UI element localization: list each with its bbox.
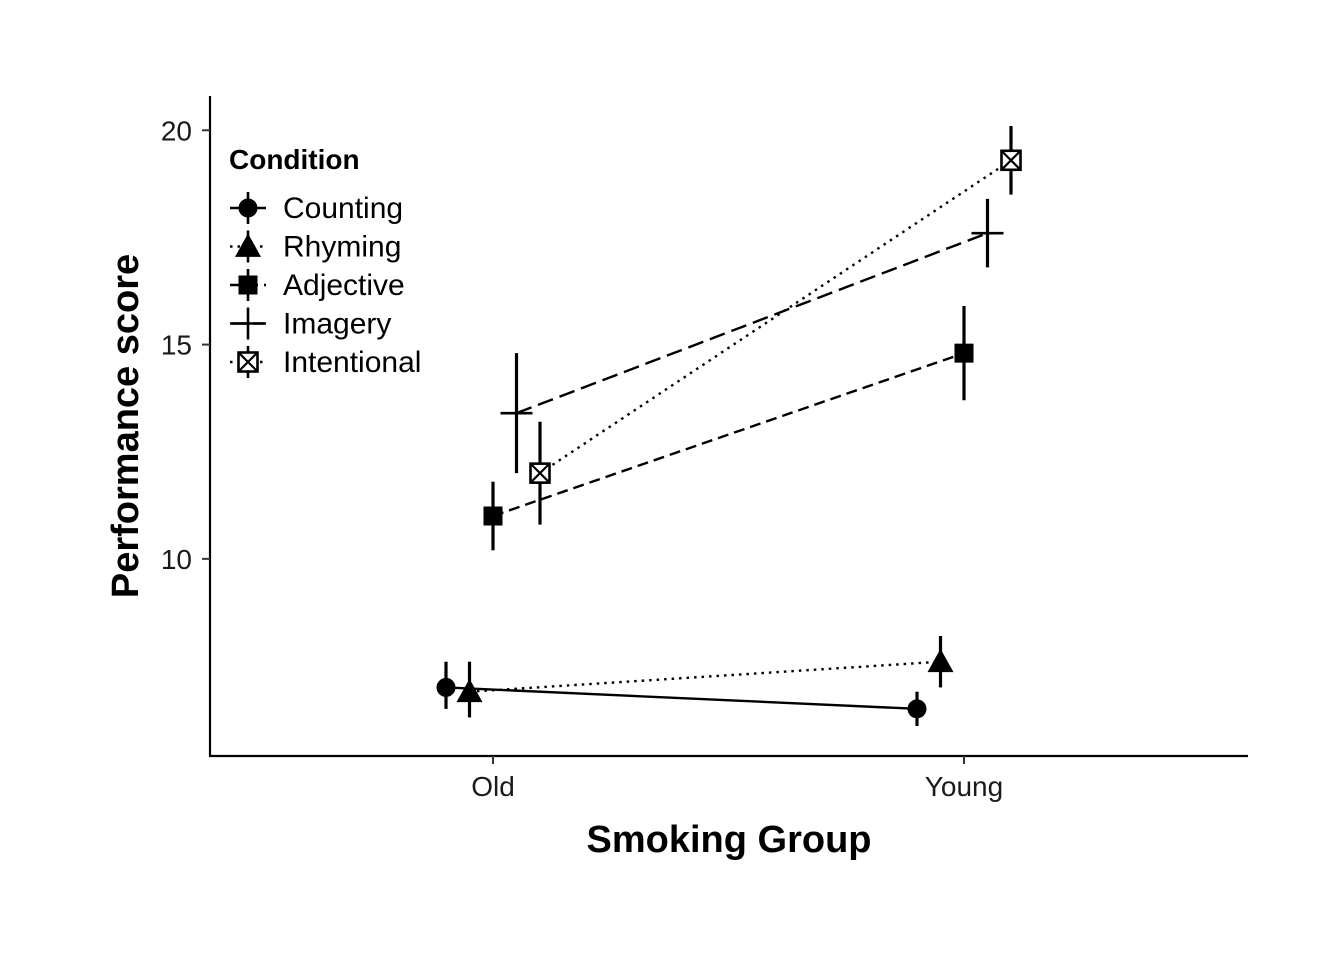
point-adjective-old xyxy=(483,506,503,526)
legend-item-imagery: Imagery xyxy=(230,307,391,341)
point-counting-old xyxy=(436,677,456,697)
series-rhyming xyxy=(456,636,954,718)
point-counting-young xyxy=(907,699,927,719)
series-counting xyxy=(436,661,927,726)
series-line-adjective xyxy=(492,352,965,518)
y-tick-label-15: 15 xyxy=(161,330,192,361)
y-tick-label-20: 20 xyxy=(161,115,192,146)
legend-item-adjective: Adjective xyxy=(230,269,405,302)
legend-label-intentional: Intentional xyxy=(283,346,421,379)
point-imagery-young xyxy=(971,217,1004,250)
y-axis-title: Performance score xyxy=(105,254,147,598)
series-line-rhyming xyxy=(469,660,941,693)
x-tick-label-old: Old xyxy=(471,771,515,802)
legend-marker-adjective xyxy=(238,275,258,295)
series-adjective xyxy=(483,306,974,551)
tick-layer: 10 15 20 Old Young xyxy=(161,115,1003,802)
legend-label-counting: Counting xyxy=(283,192,403,225)
legend-item-intentional: Intentional xyxy=(230,346,421,379)
y-tick-label-10: 10 xyxy=(161,544,192,575)
legend-marker-imagery xyxy=(232,307,264,340)
point-rhyming-young xyxy=(927,648,954,673)
point-adjective-young xyxy=(954,343,974,363)
point-intentional-young-d2 xyxy=(1000,150,1022,171)
series-line-intentional xyxy=(539,159,1012,475)
legend-marker-counting xyxy=(238,198,258,218)
series-line-counting xyxy=(445,686,918,711)
legend-marker-intentional xyxy=(237,351,259,373)
point-intentional-old xyxy=(529,462,551,484)
point-intentional-young xyxy=(1000,149,1022,172)
point-intentional-old-d2 xyxy=(529,462,551,484)
x-tick-label-young: Young xyxy=(925,771,1003,802)
point-rhyming-old xyxy=(456,678,483,703)
series-imagery xyxy=(500,198,1004,474)
axes-layer xyxy=(208,96,1248,758)
legend-items: Counting Rhyming Adjective Imagery Intention… xyxy=(230,192,421,379)
series-line-imagery xyxy=(516,232,988,415)
legend-title: Condition xyxy=(229,144,360,175)
x-axis-title: Smoking Group xyxy=(587,819,872,861)
series-intentional xyxy=(529,126,1022,525)
legend-item-rhyming: Rhyming xyxy=(230,230,401,264)
legend-marker-rhyming xyxy=(235,233,261,257)
legend: Condition Counting Rhyming Adjective Imager… xyxy=(229,144,421,379)
legend-label-adjective: Adjective xyxy=(283,269,405,302)
point-imagery-old xyxy=(500,397,533,430)
legend-item-counting: Counting xyxy=(230,192,403,225)
legend-marker-intentional-d2 xyxy=(237,351,259,373)
plot-layer xyxy=(436,126,1022,726)
legend-label-imagery: Imagery xyxy=(283,308,391,341)
legend-label-rhyming: Rhyming xyxy=(283,231,401,264)
